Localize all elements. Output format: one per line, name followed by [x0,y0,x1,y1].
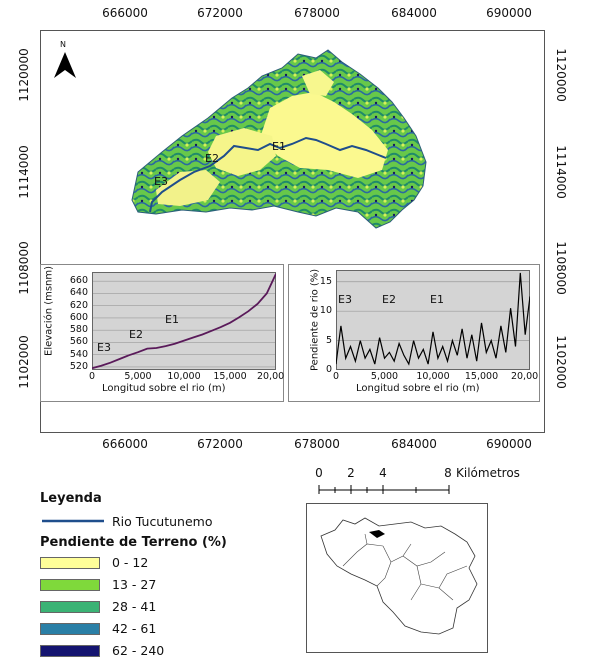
x-tick-label: 0 [88,371,96,382]
x-tick-bottom: 666000 [102,437,148,451]
elevation-ylabel: Elevación (msnm) [43,265,55,356]
legend-river-line-icon [42,519,104,523]
slope-annotation-e3: E3 [338,293,352,306]
scale-tick-8: 8 [444,466,452,480]
flat-zone-east [260,92,388,178]
legend-swatch [40,623,100,635]
river-line [149,136,387,213]
x-tick-label: 5,000 [370,371,399,382]
scale-bar-line [318,485,450,494]
x-tick-label: 15,000 [464,371,499,382]
y-tick-left: 1114000 [17,145,31,199]
slope-chart [336,270,530,370]
y-tick-label: 660 [69,275,88,287]
legend-swatch [40,557,100,569]
y-tick-label: 560 [69,336,88,348]
y-tick-label: 10 [319,305,332,317]
scale-tick-0: 0 [315,466,323,480]
flat-zone-center [208,128,276,176]
x-tick-label: 20,00 [256,371,285,382]
plot-border [92,272,276,370]
y-tick-right: 1120000 [554,48,568,102]
x-tick-bottom: 678000 [294,437,340,451]
x-tick-top: 684000 [391,6,437,20]
x-tick-top: 678000 [294,6,340,20]
y-tick-left: 1102000 [17,335,31,389]
legend-title: Leyenda [40,491,102,506]
y-tick-right: 1108000 [554,241,568,295]
elevation-chart [92,272,276,370]
y-tick-left: 1120000 [17,48,31,102]
x-tick-bottom: 684000 [391,437,437,451]
segment-label-e1: E1 [272,140,286,153]
north-label: N [60,40,66,49]
location-inset-map [306,503,488,653]
plot-border [336,270,530,370]
elevation-series-line [92,273,276,370]
elevation-annotation-e1: E1 [165,313,179,326]
legend-class-label: 42 - 61 [112,621,157,636]
slope-xlabel: Longitud sobre el rio (m) [356,383,480,394]
elevation-plot-area [92,272,276,370]
flat-zone-west [156,170,220,206]
x-tick-top: 666000 [102,6,148,20]
x-tick-label: 10,000 [167,371,201,382]
legend-class-label: 28 - 41 [112,599,157,614]
legend-swatch [40,579,100,591]
x-tick-top: 672000 [197,6,243,20]
x-tick-label: 20,00 [510,371,539,382]
x-tick-label: 5,000 [124,371,152,382]
map-frame [40,30,545,433]
legend-class-label: 13 - 27 [112,577,157,592]
y-tick-label: 540 [69,348,88,360]
y-tick-label: 0 [325,364,332,375]
slope-annotation-e2: E2 [382,293,396,306]
x-tick-top: 690000 [486,6,532,20]
x-tick-bottom: 672000 [197,437,243,451]
y-tick-label: 600 [69,311,88,323]
flat-zone-north [302,70,334,96]
x-tick-label: 15,000 [213,371,247,382]
venezuela-outline [320,517,478,635]
y-tick-label: 5 [325,334,332,346]
y-tick-left: 1108000 [17,241,31,295]
scale-tick-2: 2 [347,466,355,480]
y-tick-right: 1114000 [554,145,568,199]
watershed-map [131,49,427,229]
north-arrow-icon [54,52,76,78]
scale-unit: Kilómetros [456,466,520,480]
y-tick-right: 1102000 [554,335,568,389]
elevation-annotation-e3: E3 [97,341,111,354]
y-tick-label: 620 [69,299,88,311]
y-tick-label: 15 [319,275,332,287]
x-tick-label: 0 [332,371,340,382]
y-tick-label: 520 [69,360,88,372]
slope-series-line [336,272,530,366]
x-tick-bottom: 690000 [486,437,532,451]
x-tick-label: 10,000 [416,371,450,382]
legend-swatch [40,645,100,657]
legend-class-label: 62 - 240 [112,643,165,658]
segment-label-e3: E3 [154,175,168,188]
slope-annotation-e1: E1 [430,293,444,306]
legend-river-label: Rio Tucutunemo [112,514,213,529]
elevation-xlabel: Longitud sobre el rio (m) [102,383,226,394]
legend-subtitle: Pendiente de Terreno (%) [40,535,227,550]
segment-label-e2: E2 [205,152,219,165]
elevation-annotation-e2: E2 [129,328,143,341]
north-arrow: N [52,40,78,82]
legend-class-label: 0 - 12 [112,555,149,570]
y-tick-label: 640 [69,287,88,299]
legend-swatch [40,601,100,613]
scale-bar: 0 2 4 8 Kilómetros [310,462,540,498]
slope-ylabel: Pendiente de rio (%) [309,268,321,371]
y-tick-label: 580 [69,324,88,336]
scale-tick-4: 4 [379,466,387,480]
